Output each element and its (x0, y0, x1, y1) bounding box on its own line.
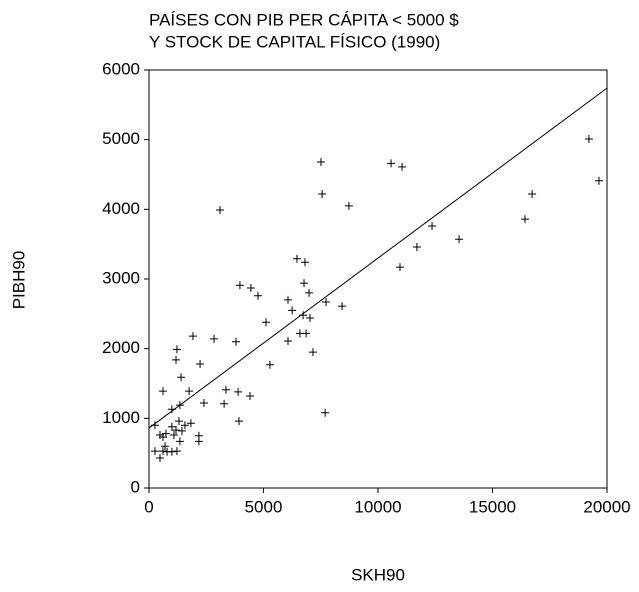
y-tick-label: 1000 (102, 408, 140, 427)
point (395, 263, 404, 272)
y-axis-label: PIBH90 (9, 251, 28, 310)
point (221, 385, 230, 394)
point (387, 159, 396, 168)
point (246, 284, 255, 293)
y-tick-label: 4000 (102, 199, 140, 218)
point (528, 190, 537, 199)
point (254, 291, 263, 300)
fit-line (148, 87, 608, 429)
point (188, 332, 197, 341)
point (196, 359, 205, 368)
point (412, 242, 421, 251)
point (316, 157, 325, 166)
point (245, 392, 254, 401)
point (594, 176, 603, 185)
point (186, 419, 195, 428)
point (185, 387, 194, 396)
point (172, 345, 181, 354)
point (215, 206, 224, 215)
point (318, 190, 327, 199)
point (300, 279, 309, 288)
point (321, 408, 330, 417)
point (300, 258, 309, 267)
point (235, 281, 244, 290)
point (308, 348, 317, 357)
x-tick-label: 15000 (469, 497, 516, 516)
point (288, 306, 297, 315)
point (305, 288, 314, 297)
x-axis-label: SKH90 (351, 565, 405, 584)
point (292, 254, 301, 263)
point (232, 337, 241, 346)
point (175, 437, 184, 446)
point (177, 373, 186, 382)
point (322, 297, 331, 306)
plot-frame (148, 69, 608, 489)
y-tick-label: 6000 (102, 59, 140, 78)
point (234, 417, 243, 426)
point (167, 422, 176, 431)
point (265, 360, 274, 369)
point (284, 295, 293, 304)
y-tick-label: 5000 (102, 129, 140, 148)
point (210, 334, 219, 343)
point (398, 162, 407, 171)
point (161, 442, 170, 451)
y-tick-label: 2000 (102, 338, 140, 357)
point (521, 215, 530, 224)
point (338, 302, 347, 311)
point (174, 417, 183, 426)
point (344, 201, 353, 210)
point (150, 447, 159, 456)
point (284, 337, 293, 346)
point (220, 399, 229, 408)
point (177, 426, 186, 435)
x-tick-label: 5000 (245, 497, 283, 516)
point (169, 431, 178, 440)
point (158, 447, 167, 456)
point (172, 447, 181, 456)
x-tick-label: 20000 (583, 497, 630, 516)
point (305, 314, 314, 323)
x-tick-label: 0 (144, 497, 153, 516)
point (158, 433, 167, 442)
point (455, 235, 464, 244)
point (155, 454, 164, 463)
point (199, 399, 208, 408)
point (584, 134, 593, 143)
point (172, 355, 181, 364)
point (167, 447, 176, 456)
x-tick-label: 10000 (354, 497, 401, 516)
point (194, 437, 203, 446)
chart-title: Y STOCK DE CAPITAL FÍSICO (1990) (149, 32, 440, 51)
point (234, 387, 243, 396)
y-tick-label: 3000 (102, 268, 140, 287)
point (428, 222, 437, 231)
point (158, 387, 167, 396)
point (262, 318, 271, 327)
point (172, 426, 181, 435)
point (302, 329, 311, 338)
point (180, 421, 189, 430)
chart-title: PAÍSES CON PIB PER CÁPITA < 5000 $ (149, 10, 459, 29)
y-tick-label: 0 (131, 477, 140, 496)
